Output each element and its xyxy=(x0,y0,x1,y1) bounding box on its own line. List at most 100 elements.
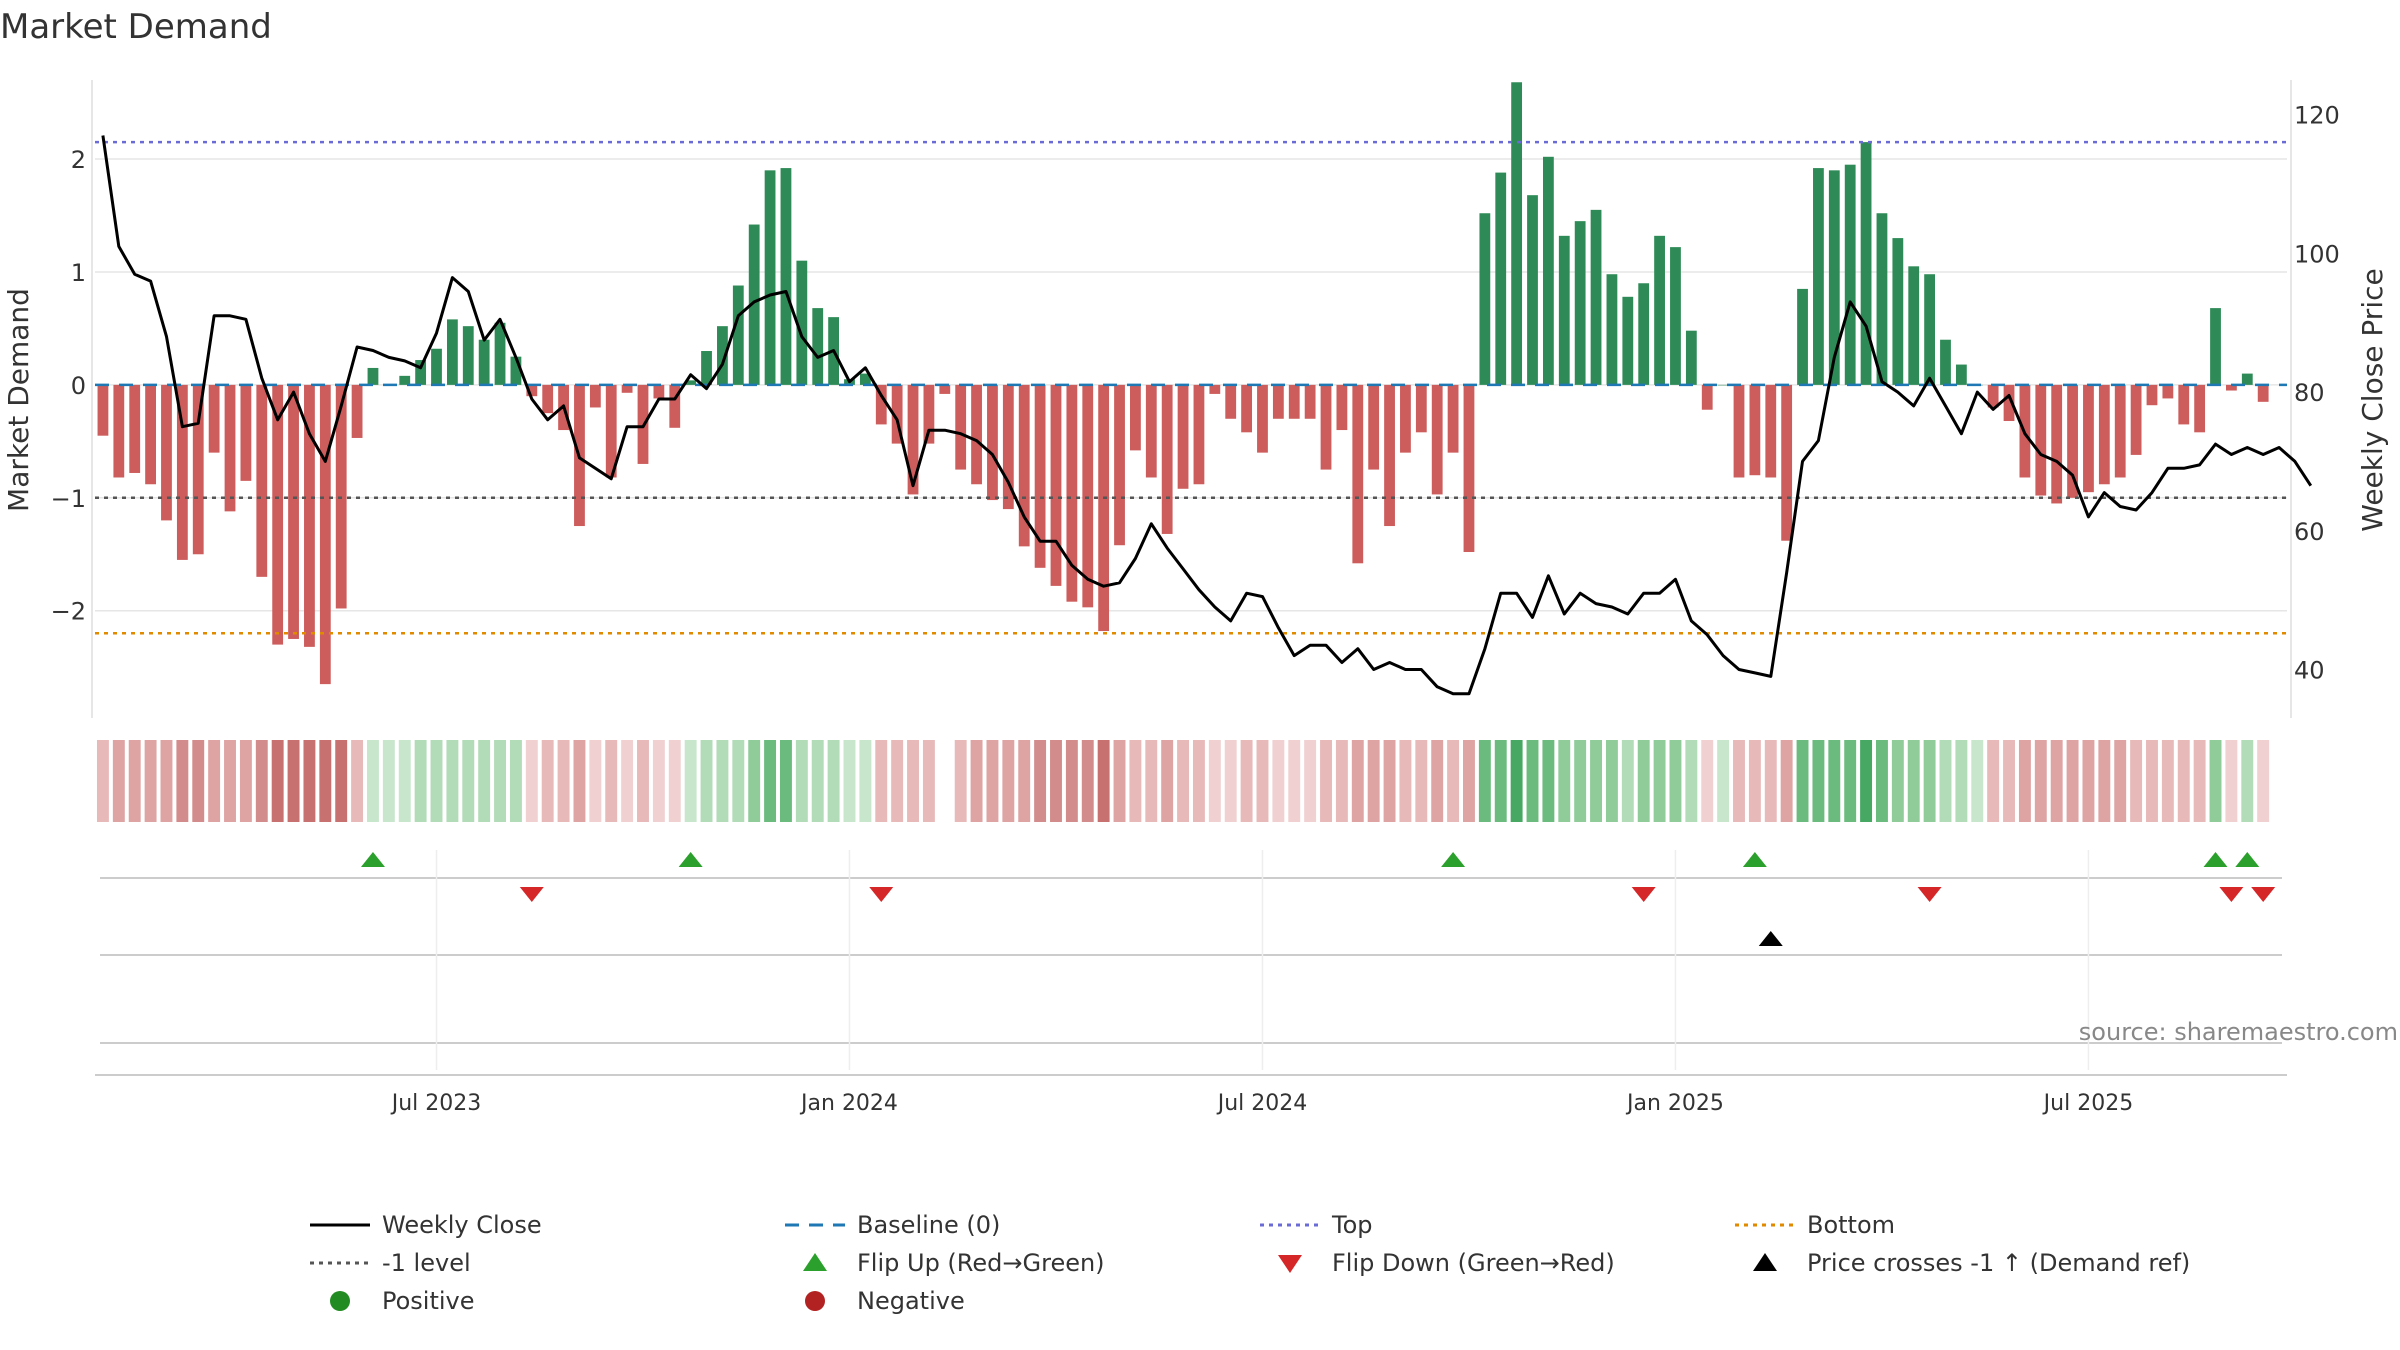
strength-cell xyxy=(430,740,443,822)
demand-bar-positive xyxy=(1940,339,1951,385)
flip-up-marker xyxy=(1441,852,1466,867)
strength-cell xyxy=(1939,740,1952,822)
strength-cell xyxy=(1050,740,1062,822)
strength-cell xyxy=(1478,740,1491,822)
demand-bar-positive xyxy=(478,339,490,385)
demand-bar-negative xyxy=(1987,384,1999,408)
legend-item-flip_up: Flip Up (Red→Green) xyxy=(803,1249,1105,1277)
strength-cell xyxy=(224,740,236,822)
strength-cell xyxy=(1034,740,1047,822)
flip-up-marker xyxy=(360,852,385,867)
demand-bar-negative xyxy=(1098,384,1110,632)
strength-cell xyxy=(176,740,189,822)
demand-bar-negative xyxy=(1002,384,1014,510)
demand-bar-negative xyxy=(653,384,665,399)
demand-bar-negative xyxy=(1034,384,1046,568)
x-tick-label: Jan 2025 xyxy=(1625,1091,1724,1116)
demand-bar-negative xyxy=(1130,384,1141,451)
strength-cell xyxy=(764,740,777,822)
demand-bar-positive xyxy=(1670,247,1681,385)
left-tick-label: 2 xyxy=(71,146,86,174)
demand-bar-positive xyxy=(1654,235,1665,385)
flip-down-marker xyxy=(2219,887,2244,902)
demand-bar-negative xyxy=(97,384,109,436)
strength-cell xyxy=(1224,740,1237,822)
demand-bar-positive xyxy=(1797,288,1808,385)
demand-bar-negative xyxy=(2098,384,2110,485)
legend-label: Weekly Close xyxy=(382,1211,542,1239)
strength-cell xyxy=(1018,740,1031,822)
strength-cell xyxy=(827,740,840,822)
demand-bar-positive xyxy=(1511,82,1523,385)
strength-cell xyxy=(1526,740,1539,822)
strength-cell xyxy=(2161,740,2174,822)
strength-cell xyxy=(1605,740,1618,822)
legend-label: Negative xyxy=(857,1287,965,1315)
strength-cell xyxy=(1304,740,1317,822)
legend-label: Positive xyxy=(382,1287,475,1315)
strength-cell xyxy=(2241,740,2254,822)
strength-cell xyxy=(1955,740,1968,822)
demand-bar-negative xyxy=(1368,384,1380,470)
right-tick-label: 120 xyxy=(2294,102,2340,130)
strength-cell xyxy=(144,740,157,822)
strength-cell xyxy=(716,740,729,822)
strength-cell xyxy=(2098,740,2111,822)
demand-bar-positive xyxy=(748,224,760,385)
strength-cell xyxy=(573,740,586,822)
flip-down-marker xyxy=(869,887,894,902)
strength-cell xyxy=(1320,740,1332,822)
demand-bar-positive xyxy=(1542,156,1554,385)
strength-cell xyxy=(1907,740,1920,822)
legend-swatch xyxy=(805,1291,825,1311)
grid-lines xyxy=(91,80,2292,718)
source-text: source: sharemaestro.com xyxy=(2079,1018,2398,1046)
demand-bar-positive xyxy=(1828,170,1840,385)
strength-cell xyxy=(239,740,252,822)
strength-cell xyxy=(1367,740,1380,822)
strength-cell xyxy=(192,740,205,822)
strength-cell xyxy=(2066,740,2079,822)
legend-item-flip_down: Flip Down (Green→Red) xyxy=(1278,1249,1615,1277)
demand-bar-negative xyxy=(2194,384,2206,433)
demand-bar-negative xyxy=(1463,384,1475,553)
demand-bar-negative xyxy=(2083,384,2094,493)
demand-bar-negative xyxy=(1241,384,1252,433)
legend-item-top: Top xyxy=(1260,1211,1373,1239)
demand-bar-negative xyxy=(2178,384,2190,425)
strength-cell xyxy=(557,740,570,822)
legend-item-baseline: Baseline (0) xyxy=(785,1211,1000,1239)
demand-bar-negative xyxy=(875,384,887,425)
demand-bar-negative xyxy=(2146,384,2158,406)
demand-bar-negative xyxy=(1177,384,1189,489)
strength-cell xyxy=(795,740,808,822)
demand-bar-positive xyxy=(764,170,776,385)
demand-bar-positive xyxy=(415,360,427,385)
demand-bar-negative xyxy=(971,384,982,485)
strength-cell xyxy=(2003,740,2015,822)
legend-label: Baseline (0) xyxy=(857,1211,1000,1239)
strength-cell xyxy=(1447,740,1460,822)
demand-bar-negative xyxy=(542,384,554,414)
demand-bar-negative xyxy=(923,384,935,444)
demand-bar-negative xyxy=(1336,384,1348,431)
strength-cell xyxy=(1987,740,2000,822)
demand-bar-negative xyxy=(1400,384,1411,453)
strength-cell xyxy=(1415,740,1428,822)
strength-cell xyxy=(446,740,459,822)
demand-bar-positive xyxy=(1844,164,1856,385)
legend-swatch xyxy=(330,1291,350,1311)
strength-cell xyxy=(1685,740,1698,822)
price-line-group xyxy=(101,135,2313,696)
demand-bar-positive xyxy=(859,373,871,385)
demand-bar-negative xyxy=(1209,384,1221,394)
demand-bar-positive xyxy=(1558,235,1570,385)
legend-item-cross: Price crosses -1 ↑ (Demand ref) xyxy=(1753,1249,2190,1277)
strength-cell xyxy=(1113,740,1126,822)
strength-cell xyxy=(1192,740,1205,822)
demand-bar-negative xyxy=(1288,384,1300,419)
demand-bar-positive xyxy=(446,319,458,385)
demand-bar-positive xyxy=(1892,238,1904,385)
strength-cell xyxy=(1574,740,1587,822)
legend-label: Flip Down (Green→Red) xyxy=(1332,1249,1615,1277)
